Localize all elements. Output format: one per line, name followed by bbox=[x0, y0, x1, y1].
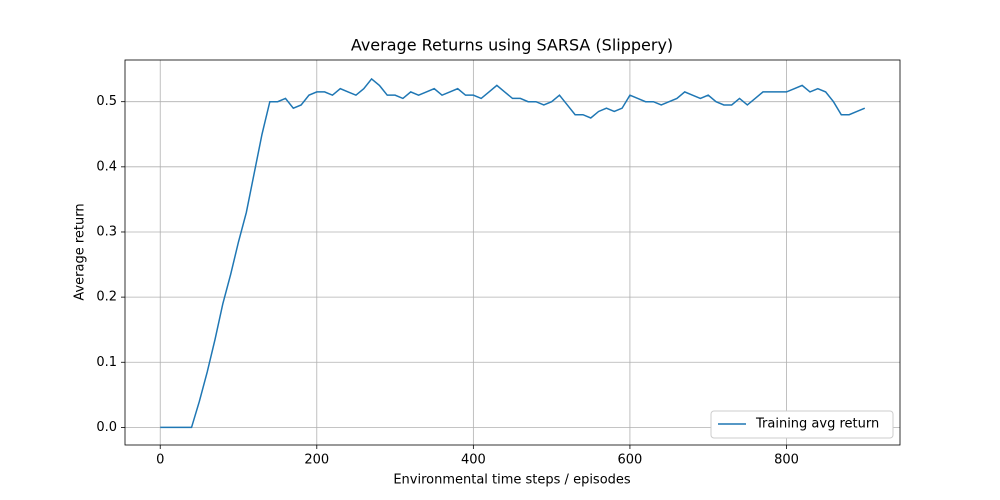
x-tick-label: 0 bbox=[156, 453, 164, 468]
chart-title: Average Returns using SARSA (Slippery) bbox=[351, 36, 673, 55]
y-tick-label: 0.5 bbox=[96, 94, 117, 109]
y-tick-label: 0.4 bbox=[96, 159, 117, 174]
x-axis-label: Environmental time steps / episodes bbox=[393, 473, 631, 488]
x-tick-label: 600 bbox=[618, 453, 643, 468]
legend-box bbox=[710, 410, 894, 439]
legend-label: Training avg return bbox=[755, 417, 879, 432]
y-tick-label: 0.0 bbox=[96, 420, 117, 435]
y-tick-label: 0.3 bbox=[96, 224, 117, 239]
line-series bbox=[160, 77, 866, 429]
x-tick-label: 800 bbox=[774, 453, 799, 468]
y-tick-label: 0.2 bbox=[96, 290, 117, 305]
x-tick-label: 200 bbox=[304, 453, 329, 468]
y-axis-label: Average return bbox=[73, 203, 88, 300]
x-tick-label: 400 bbox=[461, 453, 486, 468]
y-tick-label: 0.1 bbox=[96, 355, 117, 370]
plot-frame bbox=[124, 59, 901, 446]
